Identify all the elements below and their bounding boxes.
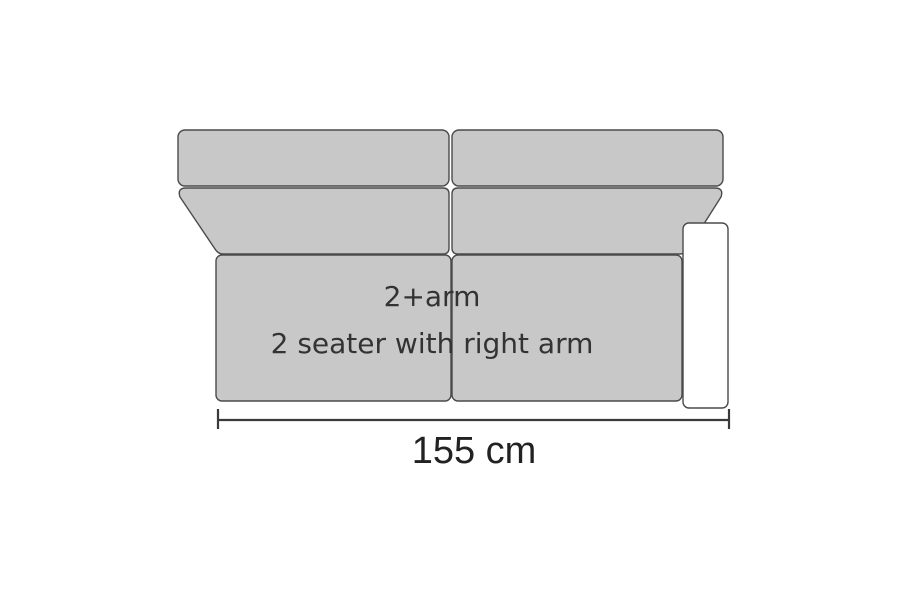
back-top-cushion-right <box>451 129 724 187</box>
model-description-label: 2 seater with right arm <box>271 327 594 360</box>
back-top-cushion-left <box>177 129 450 187</box>
back-angled-cushion-right <box>451 187 723 255</box>
seat-cushion-right <box>451 254 683 402</box>
dimension-label: 155 cm <box>412 430 537 472</box>
back-angled-cushion-left <box>178 187 450 255</box>
right-arm <box>682 222 729 409</box>
model-code-label: 2+arm <box>384 280 481 313</box>
seat-cushion-left <box>215 254 452 402</box>
width-dimension: 155 cm <box>216 409 731 472</box>
